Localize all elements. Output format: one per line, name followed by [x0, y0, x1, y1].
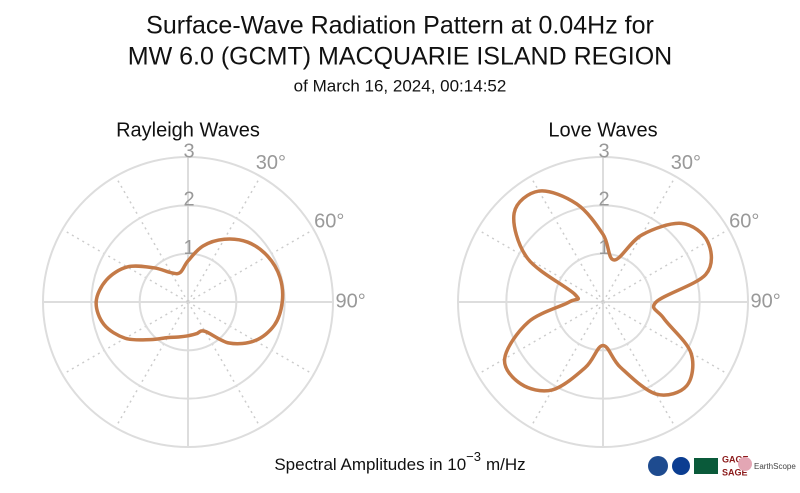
subplot-title: Rayleigh Waves	[116, 119, 260, 141]
logo-earthscope	[738, 457, 752, 471]
theta-grid-line	[477, 301, 604, 376]
theta-tick-label: 30°	[671, 152, 701, 174]
r-tick-label: 3	[183, 140, 194, 162]
title-line: MW 6.0 (GCMT) MACQUARIE ISLAND REGION	[128, 43, 672, 71]
theta-grid-line	[187, 301, 262, 428]
logo-text: SAGE	[722, 467, 748, 477]
logo-nsf	[648, 456, 668, 476]
r-grid-circle	[138, 252, 238, 352]
theta-grid-line	[187, 228, 314, 303]
title-line: Surface-Wave Radiation Pattern at 0.04Hz…	[146, 12, 654, 40]
r-tick-label: 2	[183, 189, 194, 211]
footer-exponent: −3	[466, 449, 481, 464]
r-grid-circle	[553, 252, 653, 352]
theta-grid-line	[114, 301, 189, 428]
theta-tick-label: 90°	[336, 290, 366, 312]
logo-nasa	[672, 457, 690, 475]
r-tick-label: 1	[183, 237, 194, 259]
theta-tick-label: 60°	[729, 211, 759, 233]
logo-usgs	[694, 458, 718, 474]
theta-grid-line	[602, 176, 677, 303]
r-tick-label: 3	[598, 140, 609, 162]
theta-grid-line	[114, 176, 189, 303]
footer-label: Spectral Amplitudes in 10−3 m/Hz	[274, 449, 525, 474]
theta-tick-label: 60°	[314, 211, 344, 233]
r-grid-circle	[90, 204, 286, 400]
footer-unit: m/Hz	[486, 455, 526, 474]
r-tick-label: 2	[598, 189, 609, 211]
radiation-pattern	[502, 189, 714, 397]
r-tick-label: 1	[598, 237, 609, 259]
logo-text: EarthScope	[754, 462, 796, 471]
r-grid-circle	[42, 156, 334, 448]
theta-grid-line	[187, 301, 314, 376]
theta-grid-line	[529, 176, 604, 303]
footer-text: Spectral Amplitudes in 10	[274, 455, 466, 474]
subtitle: of March 16, 2024, 00:14:52	[294, 76, 507, 95]
theta-tick-label: 90°	[751, 290, 781, 312]
subplot-title: Love Waves	[548, 119, 657, 141]
r-grid-circle	[457, 156, 749, 448]
radiation-pattern	[94, 237, 285, 346]
r-grid-circle	[505, 204, 701, 400]
theta-grid-line	[602, 301, 729, 376]
logo-text: GAGE	[722, 454, 749, 464]
theta-grid-line	[477, 228, 604, 303]
theta-tick-label: 30°	[256, 152, 286, 174]
logos: GAGE SAGE EarthScope	[648, 454, 796, 477]
theta-grid-line	[529, 301, 604, 428]
theta-grid-line	[602, 301, 677, 428]
